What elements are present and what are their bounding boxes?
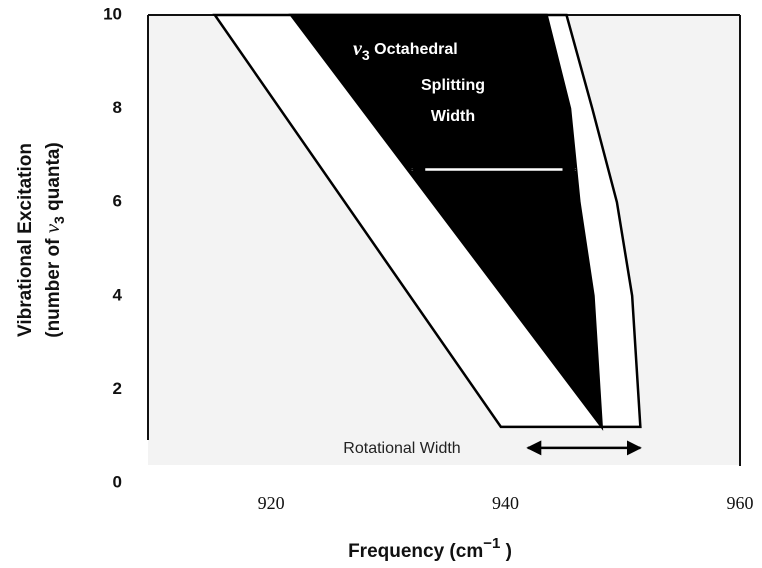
y-axis-label-part: Vibrational Excitation (15, 143, 36, 337)
y-axis-label: Vibrational Excitation (15, 143, 36, 337)
annotation-label: Splitting (421, 77, 485, 94)
y-axis-label-part: quanta) (43, 142, 64, 216)
annotation-label: ν3 Octahedral (353, 38, 458, 63)
x-axis-label-sup: −1 (483, 535, 500, 552)
y-tick-label: 2 (113, 379, 122, 398)
annotation-subscript: 3 (362, 47, 370, 63)
x-tick-label: 960 (727, 493, 754, 513)
annotation-label: Rotational Width (343, 440, 460, 457)
annotation-text: Octahedral (370, 41, 458, 58)
x-axis-label-part: Frequency (cm (348, 541, 483, 562)
x-tick-label: 940 (492, 493, 519, 513)
region (288, 13, 604, 431)
x-axis-label-part: ) (500, 541, 512, 562)
y-tick-label: 8 (113, 98, 122, 117)
y-axis-label-part: (number of (43, 233, 64, 338)
y-tick-label: 6 (113, 192, 122, 211)
x-axis-label: Frequency (cm−1 ) (348, 535, 512, 562)
x-tick-label: 920 (258, 493, 285, 513)
annotation-label: Width (431, 108, 475, 125)
y-tick-label: 0 (113, 472, 122, 491)
y-tick-label: 4 (113, 285, 123, 304)
y-axis-label-sub: 3 (51, 216, 67, 224)
annotation-symbol: ν (353, 38, 363, 60)
y-axis-label: (number of ν3 quanta) (40, 142, 67, 338)
y-axis-label-symbol: ν (40, 223, 64, 233)
y-tick-label: 10 (103, 4, 122, 23)
